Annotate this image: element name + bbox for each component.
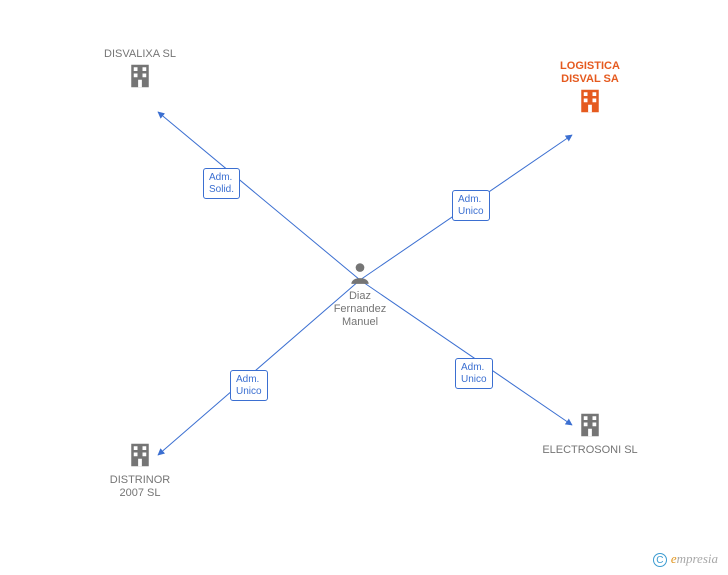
company-node: LOGISTICA DISVAL SA: [540, 60, 640, 120]
company-label: DISTRINOR 2007 SL: [90, 474, 190, 500]
company-node: DISTRINOR 2007 SL: [90, 440, 190, 500]
edge-label: Adm.Solid.: [203, 168, 240, 199]
building-icon: [125, 61, 155, 91]
edge-line: [158, 112, 360, 280]
building-icon: [575, 410, 605, 440]
building-icon: [125, 440, 155, 470]
company-label: ELECTROSONI SL: [540, 444, 640, 457]
center-person: Diaz Fernandez Manuel: [320, 260, 400, 330]
copyright-icon: C: [653, 553, 667, 567]
company-label: DISVALIXA SL: [90, 48, 190, 61]
edge-label: Adm.Unico: [452, 190, 490, 221]
company-label: LOGISTICA DISVAL SA: [540, 60, 640, 86]
center-label: Diaz Fernandez Manuel: [320, 290, 400, 330]
company-node: DISVALIXA SL: [90, 48, 190, 95]
edge-label: Adm.Unico: [455, 358, 493, 389]
edge-label: Adm.Unico: [230, 370, 268, 401]
person-icon: [347, 260, 373, 286]
company-node: ELECTROSONI SL: [540, 410, 640, 457]
corporate-network-diagram: Diaz Fernandez Manuel DISVALIXA SL LOGIST…: [0, 0, 728, 575]
watermark: Cempresia: [653, 551, 718, 567]
building-icon: [575, 86, 605, 116]
